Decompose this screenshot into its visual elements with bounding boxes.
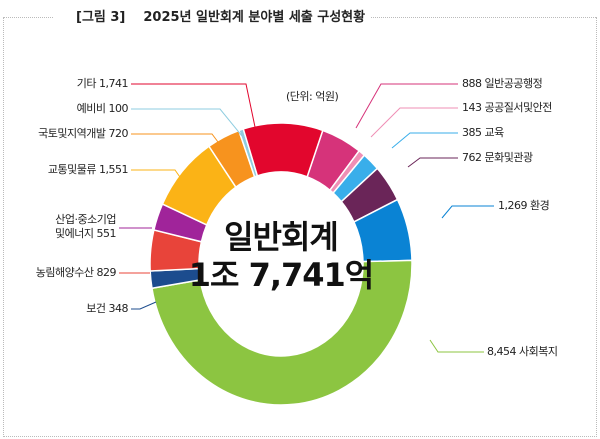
leader-line-1 bbox=[370, 107, 458, 138]
label-industry-line2: 및에너지 551 bbox=[55, 227, 116, 240]
label-health: 보건 348 bbox=[86, 302, 128, 315]
label-culture: 762 문화및관광 bbox=[462, 151, 533, 164]
frame-top-left bbox=[3, 17, 53, 18]
chart-title: [그림 3] 2025년 일반회계 분야별 세출 구성현황 bbox=[70, 6, 372, 25]
label-industry-line1: 산업·중소기업 bbox=[55, 213, 116, 226]
label-agriculture: 농림해양수산 829 bbox=[35, 266, 117, 279]
figure-label: [그림 3] bbox=[76, 10, 126, 25]
title-text: 2025년 일반회계 분야별 세출 구성현황 bbox=[143, 10, 366, 25]
label-industry: 산업·중소기업 및에너지 551 bbox=[55, 213, 116, 241]
label-land: 국토및지역개발 720 bbox=[38, 127, 128, 140]
slice-5 bbox=[151, 259, 413, 406]
leader-line-5 bbox=[429, 339, 484, 353]
center-total: 일반회계 1조 7,741억 bbox=[181, 218, 381, 294]
leader-line-4 bbox=[441, 205, 494, 219]
leader-line-0 bbox=[355, 83, 458, 129]
leader-line-9 bbox=[131, 169, 183, 181]
center-title: 일반회계 bbox=[224, 218, 339, 256]
label-transport: 교통및물류 1,551 bbox=[47, 163, 129, 176]
label-education: 385 교육 bbox=[462, 126, 504, 139]
leader-line-3 bbox=[407, 157, 458, 168]
label-general-admin: 888 일반공공행정 bbox=[462, 77, 543, 90]
label-environment: 1,269 환경 bbox=[498, 199, 550, 212]
leader-line-12 bbox=[131, 83, 256, 128]
figure-frame bbox=[3, 17, 597, 437]
label-reserve: 예비비 100 bbox=[76, 102, 129, 115]
center-value: 1조 7,741억 bbox=[188, 256, 375, 294]
unit-label: (단위: 억원) bbox=[286, 90, 339, 103]
leader-line-11 bbox=[131, 108, 243, 137]
frame-top-right bbox=[370, 17, 596, 18]
leader-line-2 bbox=[391, 132, 458, 149]
label-other: 기타 1,741 bbox=[76, 77, 129, 90]
label-welfare: 8,454 사회복지 bbox=[487, 345, 558, 358]
leader-line-6 bbox=[131, 301, 157, 310]
slice-12 bbox=[242, 122, 324, 178]
label-public-order: 143 공공질서및안전 bbox=[462, 101, 552, 114]
leader-line-10 bbox=[131, 133, 225, 151]
